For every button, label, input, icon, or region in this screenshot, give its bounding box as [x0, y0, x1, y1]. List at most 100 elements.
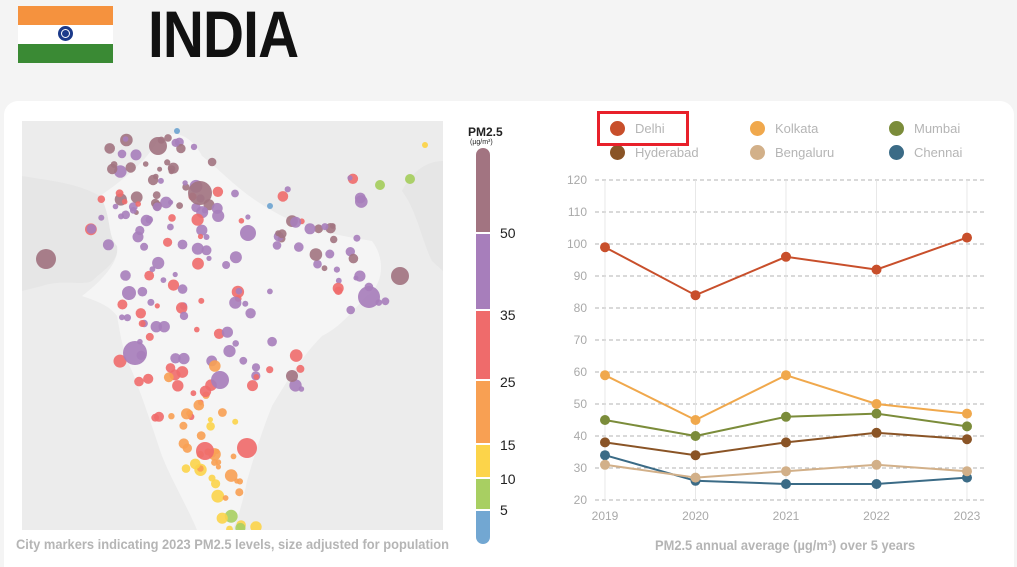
legend-dot-chennai: [889, 145, 904, 160]
city-marker: [130, 191, 143, 204]
scale-tick-15: 15: [500, 437, 516, 453]
city-marker: [168, 168, 175, 175]
city-marker: [222, 261, 231, 269]
city-marker: [164, 134, 172, 142]
city-marker: [346, 305, 356, 315]
city-marker: [160, 277, 167, 283]
data-point-delhi[interactable]: [962, 232, 972, 243]
x-tick-label: 2021: [773, 509, 800, 523]
data-point-kolkata[interactable]: [781, 370, 791, 381]
data-point-kolkata[interactable]: [600, 370, 610, 381]
y-tick-label: 100: [567, 237, 587, 251]
data-point-hyderabad[interactable]: [690, 450, 701, 461]
city-marker: [206, 255, 212, 261]
city-marker: [209, 360, 221, 372]
data-point-chennai[interactable]: [871, 479, 882, 489]
data-point-hyderabad[interactable]: [600, 437, 610, 448]
city-marker: [118, 213, 124, 220]
data-point-bengaluru[interactable]: [962, 466, 972, 477]
scale-segment: [476, 510, 490, 544]
city-marker: [177, 239, 188, 250]
city-marker: [143, 373, 154, 384]
data-point-hyderabad[interactable]: [962, 434, 972, 445]
city-marker: [152, 202, 162, 212]
city-marker: [201, 245, 212, 256]
city-marker: [36, 249, 56, 269]
legend-dot-kolkata: [750, 121, 765, 136]
city-marker: [242, 300, 249, 307]
data-point-kolkata[interactable]: [962, 408, 972, 419]
data-point-chennai[interactable]: [600, 450, 610, 461]
scale-segment: [476, 148, 490, 233]
city-marker: [216, 512, 228, 524]
scale-tick-10: 10: [500, 471, 516, 487]
data-point-mumbai[interactable]: [781, 411, 791, 422]
data-point-delhi[interactable]: [690, 290, 701, 301]
data-point-hyderabad[interactable]: [871, 427, 882, 438]
data-point-hyderabad[interactable]: [781, 437, 791, 448]
y-tick-label: 110: [568, 205, 587, 219]
city-marker: [163, 237, 173, 247]
data-point-kolkata[interactable]: [690, 415, 701, 425]
data-point-chennai[interactable]: [781, 479, 791, 489]
city-marker: [267, 288, 273, 295]
city-marker: [298, 386, 305, 392]
city-marker: [250, 521, 262, 530]
city-marker: [140, 242, 149, 251]
city-marker: [240, 225, 256, 241]
city-marker: [422, 142, 428, 148]
city-marker: [190, 458, 201, 470]
city-marker: [222, 495, 229, 501]
city-marker: [245, 308, 256, 319]
map-caption: City markers indicating 2023 PM2.5 level…: [16, 536, 450, 552]
city-marker: [223, 345, 236, 358]
data-point-delhi[interactable]: [871, 264, 882, 275]
city-marker: [112, 203, 119, 210]
city-marker: [176, 202, 184, 209]
city-marker: [172, 380, 184, 392]
data-point-mumbai[interactable]: [690, 431, 701, 441]
scale-segment: [476, 233, 490, 310]
city-marker: [167, 223, 174, 231]
city-marker: [144, 270, 155, 281]
data-point-kolkata[interactable]: [871, 399, 882, 409]
city-marker: [232, 340, 239, 347]
data-point-bengaluru[interactable]: [690, 472, 701, 483]
city-marker: [375, 180, 385, 190]
city-marker: [86, 224, 97, 234]
city-marker: [347, 175, 353, 181]
city-marker: [163, 372, 174, 383]
data-point-mumbai[interactable]: [871, 408, 882, 419]
city-marker: [168, 199, 174, 205]
country-title: INDIA: [148, 0, 299, 71]
city-marker: [229, 296, 242, 309]
legend-label-mumbai: Mumbai: [914, 121, 961, 136]
city-marker: [313, 259, 322, 269]
data-point-mumbai[interactable]: [962, 421, 972, 432]
city-marker: [167, 279, 180, 291]
city-marker: [123, 314, 131, 322]
data-point-bengaluru[interactable]: [871, 459, 882, 470]
data-point-delhi[interactable]: [600, 242, 610, 253]
city-marker: [132, 231, 144, 243]
y-tick-label: 80: [574, 301, 588, 315]
city-marker: [122, 286, 136, 300]
x-tick-label: 2022: [863, 509, 890, 523]
city-marker: [172, 271, 178, 278]
y-tick-label: 70: [574, 333, 588, 347]
data-point-bengaluru[interactable]: [600, 459, 610, 470]
city-marker: [145, 332, 154, 341]
city-marker: [290, 216, 302, 228]
data-point-mumbai[interactable]: [600, 415, 610, 425]
city-marker: [179, 421, 188, 430]
city-marker: [211, 202, 223, 214]
city-marker: [134, 376, 144, 387]
data-point-delhi[interactable]: [781, 251, 791, 262]
city-marker: [182, 180, 188, 186]
legend-dot-bengaluru: [750, 145, 765, 160]
city-marker: [237, 438, 257, 458]
legend-label-delhi: Delhi: [635, 121, 665, 136]
city-marker: [247, 380, 258, 392]
city-marker: [391, 267, 409, 285]
data-point-bengaluru[interactable]: [781, 466, 791, 477]
